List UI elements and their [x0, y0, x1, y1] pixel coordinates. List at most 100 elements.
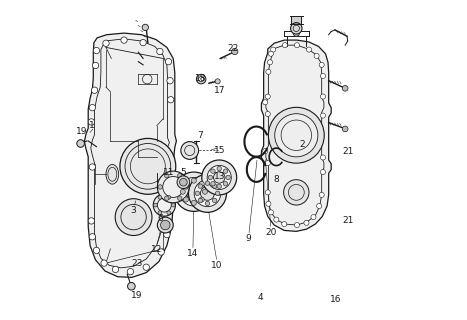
Circle shape: [92, 87, 98, 93]
Circle shape: [157, 171, 189, 203]
Circle shape: [198, 198, 203, 203]
Circle shape: [213, 172, 225, 183]
Circle shape: [88, 119, 94, 125]
Circle shape: [232, 48, 238, 55]
Polygon shape: [85, 33, 177, 277]
Text: 22: 22: [227, 44, 239, 53]
Circle shape: [165, 59, 172, 65]
Circle shape: [320, 94, 325, 99]
Circle shape: [306, 47, 311, 52]
Circle shape: [226, 175, 230, 180]
Circle shape: [265, 161, 270, 166]
Circle shape: [215, 191, 220, 196]
Circle shape: [266, 201, 271, 206]
Circle shape: [317, 204, 322, 209]
Circle shape: [262, 148, 268, 154]
Text: 23: 23: [131, 259, 142, 268]
Circle shape: [115, 199, 152, 236]
Text: 21: 21: [343, 216, 354, 225]
Circle shape: [121, 37, 127, 43]
Circle shape: [164, 196, 169, 200]
Text: 4: 4: [258, 293, 263, 302]
Circle shape: [269, 210, 274, 215]
Circle shape: [199, 197, 204, 202]
Circle shape: [167, 208, 173, 214]
Circle shape: [270, 47, 276, 52]
Circle shape: [202, 189, 207, 194]
Circle shape: [158, 196, 162, 199]
Circle shape: [195, 191, 199, 196]
Circle shape: [198, 76, 204, 82]
Circle shape: [290, 23, 302, 34]
Text: 19: 19: [131, 291, 142, 300]
Circle shape: [161, 220, 170, 230]
Ellipse shape: [106, 164, 119, 184]
Circle shape: [199, 181, 204, 187]
Circle shape: [314, 53, 319, 59]
Circle shape: [275, 114, 318, 157]
Circle shape: [202, 160, 237, 195]
Circle shape: [164, 231, 170, 238]
Circle shape: [158, 185, 163, 189]
Circle shape: [208, 175, 212, 180]
Circle shape: [127, 283, 135, 290]
Circle shape: [293, 30, 299, 36]
Circle shape: [89, 105, 96, 111]
Circle shape: [194, 180, 221, 207]
Circle shape: [269, 51, 274, 56]
Circle shape: [171, 203, 175, 207]
Circle shape: [177, 176, 190, 188]
Circle shape: [140, 39, 146, 46]
Circle shape: [282, 221, 287, 227]
Circle shape: [211, 181, 215, 186]
Text: 18: 18: [195, 74, 207, 83]
Text: 3: 3: [131, 206, 136, 215]
Circle shape: [167, 77, 173, 84]
Circle shape: [197, 74, 206, 84]
Circle shape: [167, 196, 171, 199]
Circle shape: [184, 197, 189, 202]
Circle shape: [153, 194, 176, 216]
Circle shape: [167, 211, 171, 215]
Circle shape: [207, 165, 231, 189]
Circle shape: [294, 43, 299, 48]
Circle shape: [319, 192, 324, 197]
Circle shape: [211, 169, 215, 173]
Text: 11: 11: [163, 168, 174, 177]
Circle shape: [184, 185, 189, 189]
Text: 1: 1: [89, 121, 94, 130]
Text: 17: 17: [213, 86, 225, 95]
Circle shape: [158, 249, 164, 255]
Text: 2: 2: [300, 140, 305, 149]
Circle shape: [269, 107, 324, 163]
Circle shape: [205, 201, 210, 206]
Circle shape: [283, 180, 309, 205]
Circle shape: [180, 178, 187, 186]
Circle shape: [319, 62, 324, 68]
Circle shape: [265, 190, 270, 195]
Circle shape: [217, 166, 221, 171]
Circle shape: [113, 266, 119, 273]
Circle shape: [154, 203, 157, 207]
Circle shape: [274, 217, 279, 222]
Text: 21: 21: [343, 147, 354, 156]
Circle shape: [304, 220, 309, 225]
Circle shape: [215, 79, 220, 84]
Circle shape: [266, 69, 271, 74]
Circle shape: [177, 173, 182, 178]
Circle shape: [212, 198, 217, 203]
Text: 14: 14: [187, 249, 198, 258]
Circle shape: [177, 196, 182, 200]
Circle shape: [186, 184, 202, 200]
Circle shape: [223, 181, 228, 186]
Circle shape: [157, 198, 171, 212]
Circle shape: [189, 174, 226, 212]
Circle shape: [180, 189, 185, 194]
Circle shape: [143, 264, 149, 270]
Circle shape: [158, 211, 162, 215]
Text: 7: 7: [198, 131, 203, 140]
Circle shape: [198, 184, 203, 188]
Circle shape: [320, 170, 325, 175]
Circle shape: [181, 142, 198, 159]
Circle shape: [217, 184, 221, 188]
